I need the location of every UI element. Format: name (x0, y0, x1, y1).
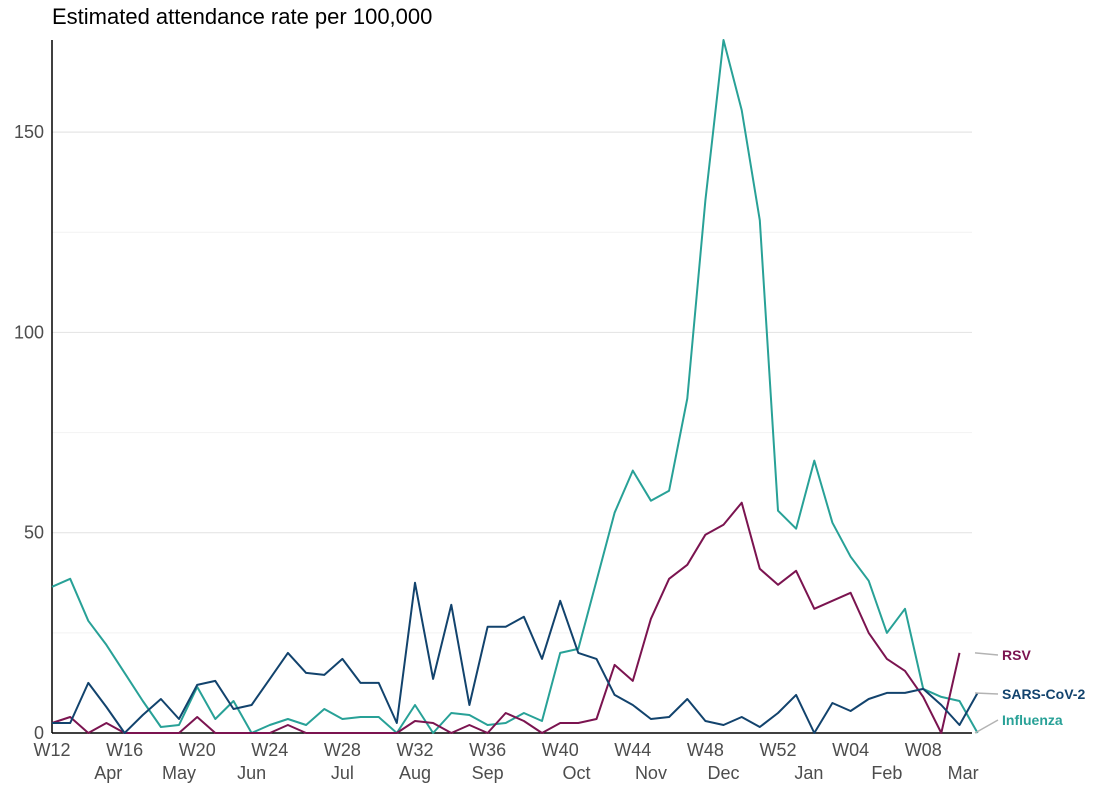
x-week-tick-label: W24 (251, 740, 288, 760)
x-month-tick-label: Mar (948, 763, 979, 783)
series-end-label: SARS-CoV-2 (1002, 686, 1085, 702)
series-line (52, 581, 979, 734)
y-tick-label: 150 (14, 122, 44, 142)
chart-title: Estimated attendance rate per 100,000 (52, 4, 433, 29)
x-week-tick-label: W16 (106, 740, 143, 760)
x-month-tick-label: May (162, 763, 196, 783)
series-lines (51, 39, 979, 734)
x-week-tick-label: W28 (324, 740, 361, 760)
series-end-label: Influenza (1002, 712, 1063, 728)
x-month-tick-label: Jul (331, 763, 354, 783)
x-month-tick-label: Dec (708, 763, 740, 783)
x-week-tick-label: W44 (614, 740, 651, 760)
x-month-tick-label: Oct (563, 763, 591, 783)
x-week-tick-label: W12 (33, 740, 70, 760)
x-week-tick-label: W40 (542, 740, 579, 760)
x-month-tick-label: Nov (635, 763, 667, 783)
series-line (51, 501, 961, 734)
x-month-tick-label: Jan (794, 763, 823, 783)
x-week-tick-label: W52 (759, 740, 796, 760)
x-month-tick-label: Apr (94, 763, 122, 783)
y-tick-label: 50 (24, 523, 44, 543)
grid-lines (52, 131, 972, 634)
x-week-tick-label: W32 (396, 740, 433, 760)
y-tick-label: 0 (34, 723, 44, 743)
x-month-tick-label: Feb (871, 763, 902, 783)
y-tick-label: 100 (14, 322, 44, 342)
end-labels: Influenza RSV SARS-CoV-2 (974, 647, 1085, 734)
label-leader-line (974, 692, 999, 695)
series-line (51, 39, 979, 734)
label-leader-line (974, 719, 999, 734)
series-end-label: RSV (1002, 647, 1031, 663)
x-week-tick-label: W04 (832, 740, 869, 760)
x-week-tick-label: W08 (905, 740, 942, 760)
x-month-tick-label: Sep (472, 763, 504, 783)
x-week-tick-label: W48 (687, 740, 724, 760)
axes: 0 50 100 150 W12 W16 W20 W24 W28 W32 W36 W40 W44 W48 W… (14, 40, 979, 783)
x-week-tick-label: W36 (469, 740, 506, 760)
x-week-tick-label: W20 (179, 740, 216, 760)
x-month-tick-label: Aug (399, 763, 431, 783)
label-leader-line (974, 652, 999, 656)
x-month-tick-label: Jun (237, 763, 266, 783)
